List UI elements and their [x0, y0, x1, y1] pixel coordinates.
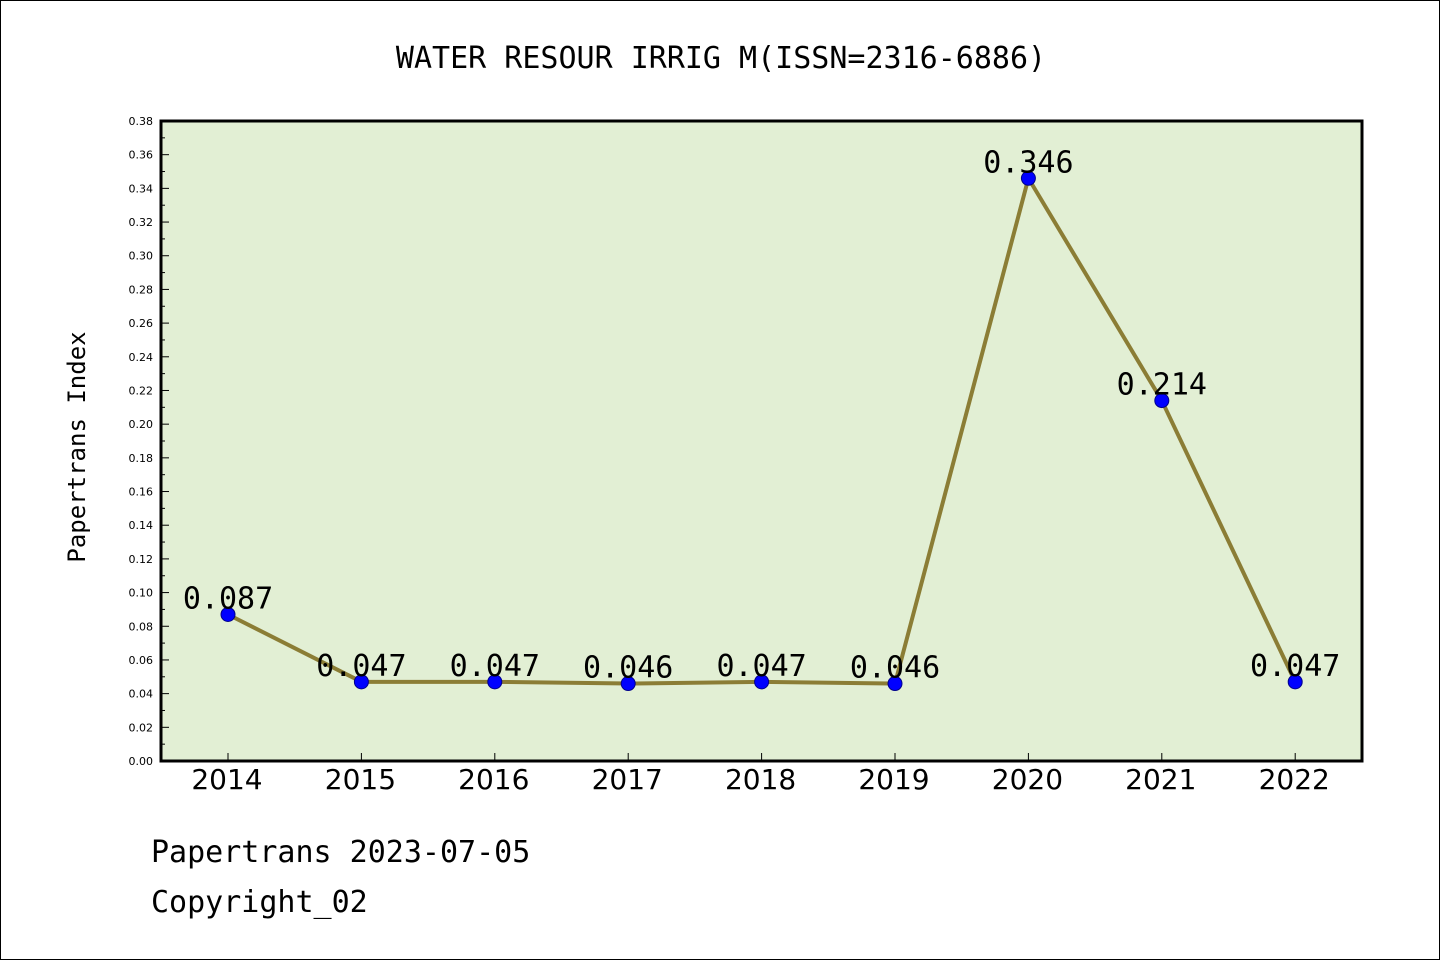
y-axis-label: Papertrans Index: [63, 331, 91, 562]
data-point: [487, 674, 503, 690]
y-tick-label: 0.24: [129, 351, 154, 364]
y-tick-label: 0.36: [129, 149, 154, 162]
x-tick-label: 2021: [1125, 763, 1196, 796]
data-label: 0.346: [983, 145, 1073, 180]
y-tick-label: 0.26: [129, 317, 154, 330]
y-tick-label: 0.28: [129, 283, 154, 296]
footer-date-text: Papertrans 2023-07-05: [151, 835, 531, 870]
data-label: 0.046: [850, 651, 940, 686]
data-point: [220, 606, 236, 622]
y-tick-label: 0.14: [129, 519, 154, 532]
y-axis: 0.00 0.02 0.04 0.06 0.08 0.10 0.12 0.14 0.16 0.18…: [129, 115, 169, 768]
y-tick-label: 0.04: [129, 688, 154, 701]
data-label: 0.047: [1250, 649, 1340, 684]
y-tick-label: 0.22: [129, 384, 154, 397]
footer-copyright-text: Copyright_02: [151, 885, 368, 920]
data-label: 0.046: [583, 651, 673, 686]
y-tick-label: 0.08: [129, 620, 154, 633]
y-tick-label: 0.02: [129, 721, 154, 734]
data-point: [887, 676, 903, 692]
y-tick-label: 0.10: [129, 587, 154, 600]
data-point: [1154, 393, 1170, 409]
y-tick-label: 0.20: [129, 418, 154, 431]
x-tick-label: 2016: [458, 763, 529, 796]
y-tick-label: 0.18: [129, 452, 154, 465]
y-tick-label: 0.30: [129, 250, 154, 263]
y-tick-label: 0.34: [129, 182, 154, 195]
y-tick-label: 0.00: [129, 755, 154, 768]
chart-title: WATER RESOUR IRRIG M(ISSN=2316-6886): [396, 41, 1046, 76]
y-tick-label: 0.32: [129, 216, 154, 229]
x-axis: 2014 2015 2016 2017 2018 2019 2020 2021 2022: [191, 753, 1330, 796]
y-tick-label: 0.16: [129, 486, 154, 499]
y-tick-label: 0.06: [129, 654, 154, 667]
x-tick-label: 2022: [1259, 763, 1330, 796]
y-tick-label: 0.12: [129, 553, 154, 566]
data-label: 0.214: [1117, 368, 1207, 403]
data-points: [220, 170, 1303, 692]
x-tick-label: 2017: [592, 763, 663, 796]
data-label: 0.087: [183, 581, 273, 616]
data-label: 0.047: [450, 649, 540, 684]
plot-area: [159, 119, 1364, 763]
data-label: 0.047: [716, 649, 806, 684]
y-tick-label: 0.38: [129, 115, 154, 128]
x-tick-label: 2020: [992, 763, 1063, 796]
data-point: [353, 674, 369, 690]
x-tick-label: 2014: [191, 763, 262, 796]
data-point: [1020, 170, 1036, 186]
data-labels: 0.087 0.047 0.047 0.046 0.047 0.046 0.346 0.214…: [183, 145, 1341, 685]
x-tick-label: 2018: [725, 763, 796, 796]
data-point: [1287, 674, 1303, 690]
x-tick-label: 2019: [858, 763, 929, 796]
data-label: 0.047: [316, 649, 406, 684]
data-point: [620, 676, 636, 692]
data-point: [754, 674, 770, 690]
x-tick-label: 2015: [325, 763, 396, 796]
